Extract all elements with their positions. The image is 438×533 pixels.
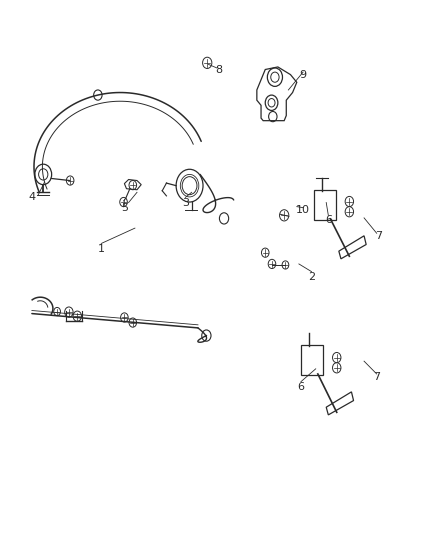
Text: 2: 2 (308, 272, 315, 282)
Text: 9: 9 (300, 70, 307, 79)
Text: 8: 8 (215, 64, 223, 75)
Text: 7: 7 (375, 231, 382, 241)
Text: 3: 3 (182, 198, 189, 207)
Text: 4: 4 (28, 192, 35, 203)
Text: 1: 1 (98, 244, 105, 254)
Text: 7: 7 (373, 372, 380, 382)
Text: 6: 6 (325, 215, 332, 225)
Text: 6: 6 (297, 382, 304, 392)
Text: 10: 10 (296, 205, 310, 215)
Text: 5: 5 (121, 203, 128, 213)
